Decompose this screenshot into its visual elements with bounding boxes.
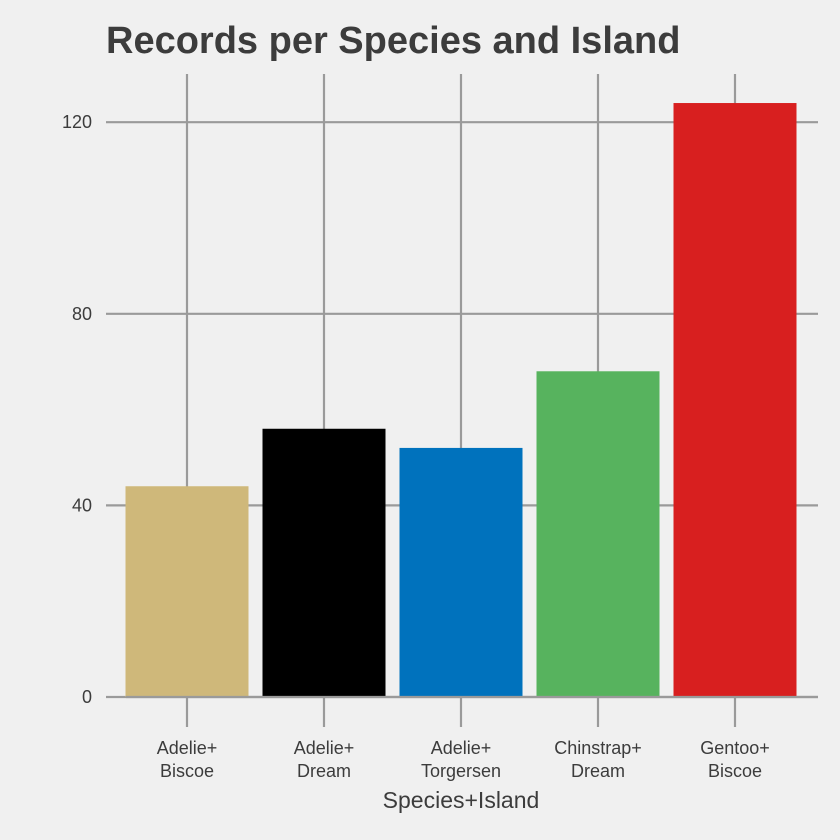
x-tick-label-line: Biscoe: [160, 761, 214, 781]
y-tick-label: 40: [72, 495, 92, 515]
x-tick-label-line: Dream: [571, 761, 625, 781]
x-tick-label-line: Adelie+: [431, 738, 492, 758]
bar: [399, 447, 523, 697]
x-tick-label: Adelie+ Biscoe: [157, 738, 218, 781]
chart-title: Records per Species and Island: [106, 20, 680, 62]
bar: [262, 428, 386, 697]
x-tick-label: Gentoo+ Biscoe: [700, 738, 770, 781]
x-tick-label-line: Adelie+: [294, 738, 355, 758]
y-tick-label: 120: [62, 112, 92, 132]
x-axis-title: Species+Island: [383, 787, 540, 813]
x-tick-label-line: Biscoe: [708, 761, 762, 781]
bar: [673, 103, 797, 698]
x-tick-label-line: Adelie+: [157, 738, 218, 758]
x-tick-label-line: Torgersen: [421, 761, 501, 781]
y-tick-label: 0: [82, 687, 92, 707]
x-tick-label: Adelie+ Dream: [294, 738, 355, 781]
x-tick-label-line: Gentoo+: [700, 738, 770, 758]
x-tick-label: Chinstrap+ Dream: [554, 738, 642, 781]
bar: [125, 486, 249, 697]
x-tick-label-line: Chinstrap+: [554, 738, 642, 758]
bars-layer: [125, 103, 797, 698]
x-tick-label-line: Dream: [297, 761, 351, 781]
bar: [536, 371, 660, 697]
x-tick-label: Adelie+ Torgersen: [421, 738, 501, 781]
y-tick-label: 80: [72, 304, 92, 324]
